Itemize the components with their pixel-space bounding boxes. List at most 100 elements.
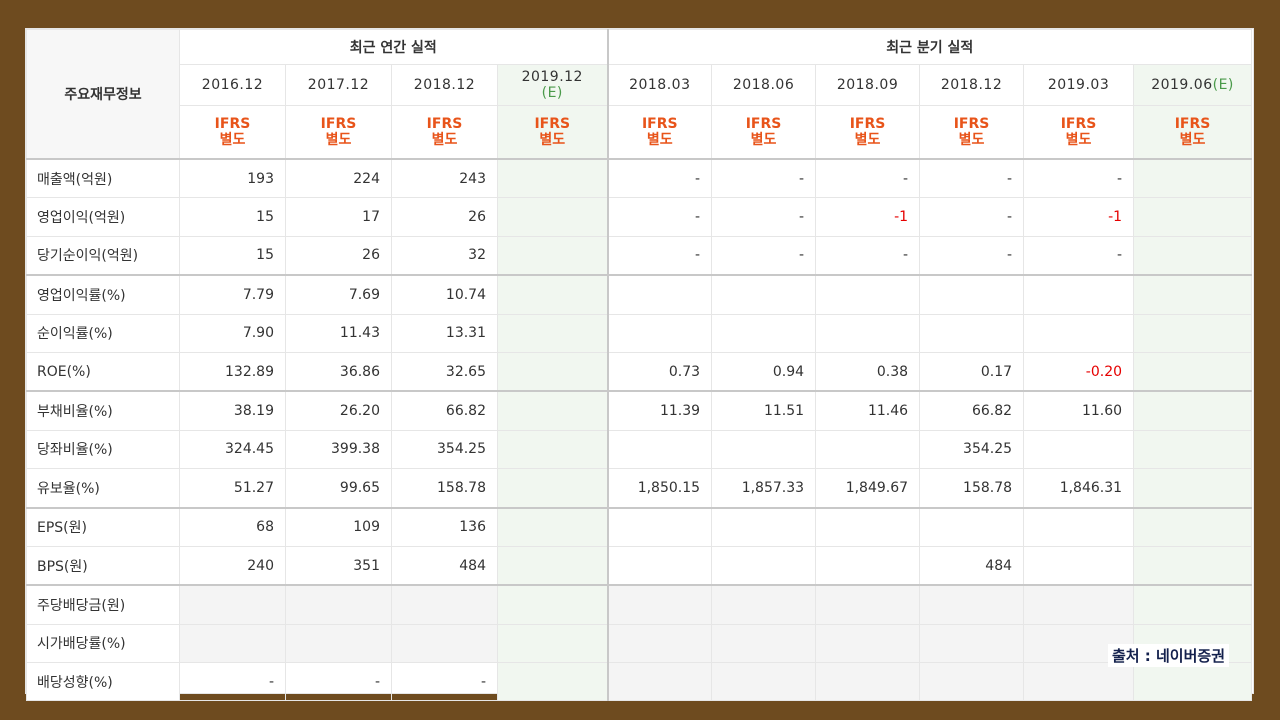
accounting-standard: IFRS: [1174, 116, 1211, 132]
corner-label: 주요재무정보: [26, 29, 180, 160]
table-cell: [815, 584, 921, 625]
row-label: 주당배당금(원): [26, 584, 180, 625]
row-label: 유보율(%): [26, 468, 180, 509]
table-cell: [391, 623, 498, 664]
table-cell: [815, 545, 921, 586]
table-cell: [391, 584, 498, 625]
statement-type: 별도: [646, 132, 673, 148]
period-header: 2018.12: [919, 64, 1025, 106]
table-cell: -: [285, 662, 392, 702]
period-header: 2019.12 (E): [496, 64, 609, 106]
table-cell: 7.79: [179, 274, 286, 315]
accounting-standard: IFRS: [534, 116, 571, 132]
table-cell: [919, 623, 1025, 664]
statement-type: 별도: [750, 132, 777, 148]
table-cell: 324.45: [179, 429, 286, 470]
table-cell: [1023, 274, 1135, 315]
table-row: 배당성향(%) - - -: [26, 662, 1253, 702]
table-row: ROE(%) 132.89 36.86 32.65 0.73 0.94 0.38 0.17 -0…: [26, 351, 1253, 392]
table-cell: 109: [285, 506, 392, 547]
accounting-standard: IFRS: [953, 116, 990, 132]
table-cell: [1023, 662, 1135, 702]
table-cell: 0.94: [711, 351, 817, 392]
table-cell: -: [1023, 158, 1135, 199]
accounting-standard: IFRS: [1060, 116, 1097, 132]
table-cell: 136: [391, 506, 498, 547]
period-header: 2019.03: [1023, 64, 1135, 106]
table-row: 주당배당금(원): [26, 584, 1253, 625]
table-cell: 17: [285, 197, 392, 237]
table-cell: [496, 390, 609, 431]
table-cell: 7.90: [179, 313, 286, 353]
period-label: 2019.12: [521, 69, 583, 85]
period-label: 2018.12: [940, 77, 1003, 93]
table-cell: [919, 274, 1025, 315]
statement-type: 별도: [1179, 132, 1206, 148]
table-cell: 32.65: [391, 351, 498, 392]
table-cell: 354.25: [391, 429, 498, 470]
table-cell: 38.19: [179, 390, 286, 431]
period-label: 2018.03: [629, 77, 691, 93]
table-cell: 26: [285, 235, 392, 276]
row-label: 당좌비율(%): [26, 429, 180, 470]
table-cell: 354.25: [919, 429, 1025, 470]
table-cell: [1133, 313, 1253, 353]
table-cell: [815, 313, 921, 353]
row-label: 영업이익률(%): [26, 274, 180, 315]
accounting-standard-header: IFRS 별도: [711, 105, 817, 160]
table-row: 영업이익률(%) 7.79 7.69 10.74: [26, 274, 1253, 315]
table-cell: -: [606, 197, 713, 237]
table-cell: [711, 506, 817, 547]
table-cell: 15: [179, 235, 286, 276]
period-header: 2018.12: [391, 64, 498, 106]
table-cell: 224: [285, 158, 392, 199]
table-cell: -: [919, 235, 1025, 276]
period-label: 2018.09: [836, 77, 899, 93]
table-cell: -: [391, 662, 498, 702]
table-cell: 484: [919, 545, 1025, 586]
table-cell: 158.78: [919, 468, 1025, 509]
table-cell: [711, 274, 817, 315]
table-cell: 0.38: [815, 351, 921, 392]
table-body: 매출액(억원) 193 224 243- - - - - 영업이익(억원) 15 17 26- - -1-…: [26, 158, 1253, 702]
table-cell: 0.17: [919, 351, 1025, 392]
table-cell: [1023, 313, 1135, 353]
period-header: 2019.06(E): [1133, 64, 1253, 106]
accounting-standard: IFRS: [214, 116, 251, 132]
table-cell: [606, 662, 713, 702]
table-cell: -: [606, 158, 713, 199]
statement-type: 별도: [1065, 132, 1092, 148]
table-row: 순이익률(%) 7.90 11.43 13.31: [26, 313, 1253, 353]
accounting-standard: IFRS: [745, 116, 782, 132]
row-label: 부채비율(%): [26, 390, 180, 431]
table-row: BPS(원) 240 351 484 484: [26, 545, 1253, 586]
statement-type: 별도: [431, 132, 458, 148]
period-header: 2016.12: [179, 64, 286, 106]
table-cell: [496, 313, 609, 353]
table-cell: -: [179, 662, 286, 702]
table-cell: [496, 468, 609, 509]
table-cell: [179, 623, 286, 664]
table-cell: -: [711, 158, 817, 199]
table-cell: [496, 351, 609, 392]
financial-table-frame: 주요재무정보 최근 연간 실적 최근 분기 실적 2016.12 2017.12 2…: [25, 28, 1254, 702]
table-cell: [606, 274, 713, 315]
table-cell: [1133, 390, 1253, 431]
statement-type: 별도: [219, 132, 246, 148]
accounting-standard-header: IFRS 별도: [179, 105, 286, 160]
table-cell: [1133, 197, 1253, 237]
table-cell: [179, 584, 286, 625]
table-cell: 66.82: [919, 390, 1025, 431]
table-row: 매출액(억원) 193 224 243- - - - -: [26, 158, 1253, 199]
statement-type: 별도: [325, 132, 352, 148]
table-cell: [919, 313, 1025, 353]
accounting-standard: IFRS: [320, 116, 357, 132]
table-cell: [815, 662, 921, 702]
accounting-standard-header: IFRS 별도: [815, 105, 921, 160]
period-header: 2018.09: [815, 64, 921, 106]
table-cell: 132.89: [179, 351, 286, 392]
table-cell: [711, 584, 817, 625]
period-label: 2017.12: [307, 77, 370, 93]
table-cell: [496, 197, 609, 237]
table-cell: 11.60: [1023, 390, 1135, 431]
